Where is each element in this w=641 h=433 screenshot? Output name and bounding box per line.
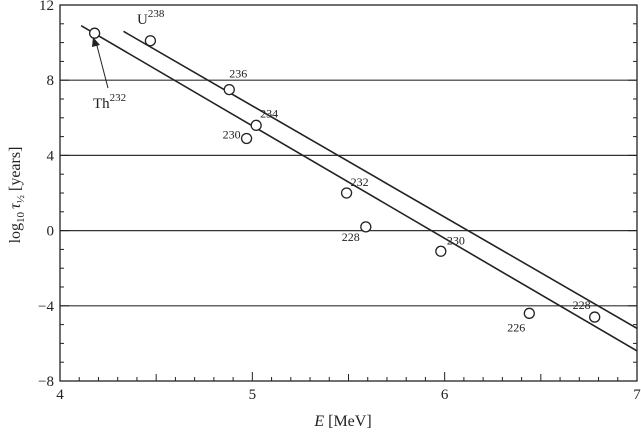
data-point-u (250, 119, 262, 131)
x-tick-label: 4 (56, 387, 64, 403)
point-label: 226 (507, 320, 525, 334)
data-point-u (589, 311, 601, 323)
x-tick-label: 5 (249, 387, 257, 403)
x-tick-label: 6 (441, 387, 449, 403)
data-point-u (435, 245, 447, 257)
th-annotation-arrow-shaft (95, 41, 109, 89)
y-axis-label: log10τ½ [years] (7, 147, 27, 244)
point-label: 232 (351, 175, 369, 189)
data-point-th (360, 221, 372, 233)
point-labels: 236 234 232 230 228 230 228 226 (223, 67, 591, 335)
point-label: 230 (447, 233, 465, 247)
point-label: 234 (260, 106, 278, 120)
y-tick-label: −4 (38, 299, 54, 315)
data-point-th (88, 27, 101, 39)
data-point-u (144, 35, 157, 47)
point-label: 236 (229, 67, 247, 81)
point-label: 228 (342, 230, 360, 244)
series-label-th: Th232 (93, 92, 126, 112)
y-tick-label: 4 (47, 148, 55, 164)
data-point-th (523, 307, 535, 319)
data-point-u (223, 83, 235, 96)
th-annotation-arrow-head (92, 37, 100, 47)
y-tick-label: 0 (47, 224, 55, 240)
x-tick-label: 7 (633, 387, 641, 403)
y-tick-label: 8 (47, 73, 55, 89)
data-point-u (340, 187, 353, 199)
point-label: 230 (223, 127, 241, 141)
data-point-th (240, 132, 253, 145)
data-points (88, 27, 601, 323)
series-lines (80, 24, 638, 352)
series-label-u: U238 (137, 8, 165, 28)
series-line-th (80, 24, 638, 352)
y-tick-label: 12 (39, 0, 54, 14)
point-label: 228 (573, 298, 591, 312)
grid-lines (60, 79, 637, 307)
series-line-u (123, 30, 638, 330)
axis-ticks: 4 5 6 7 −8 −4 0 4 8 12 (38, 0, 641, 403)
y-tick-label: −8 (38, 374, 54, 390)
x-axis-label: E [MeV] (313, 413, 371, 430)
